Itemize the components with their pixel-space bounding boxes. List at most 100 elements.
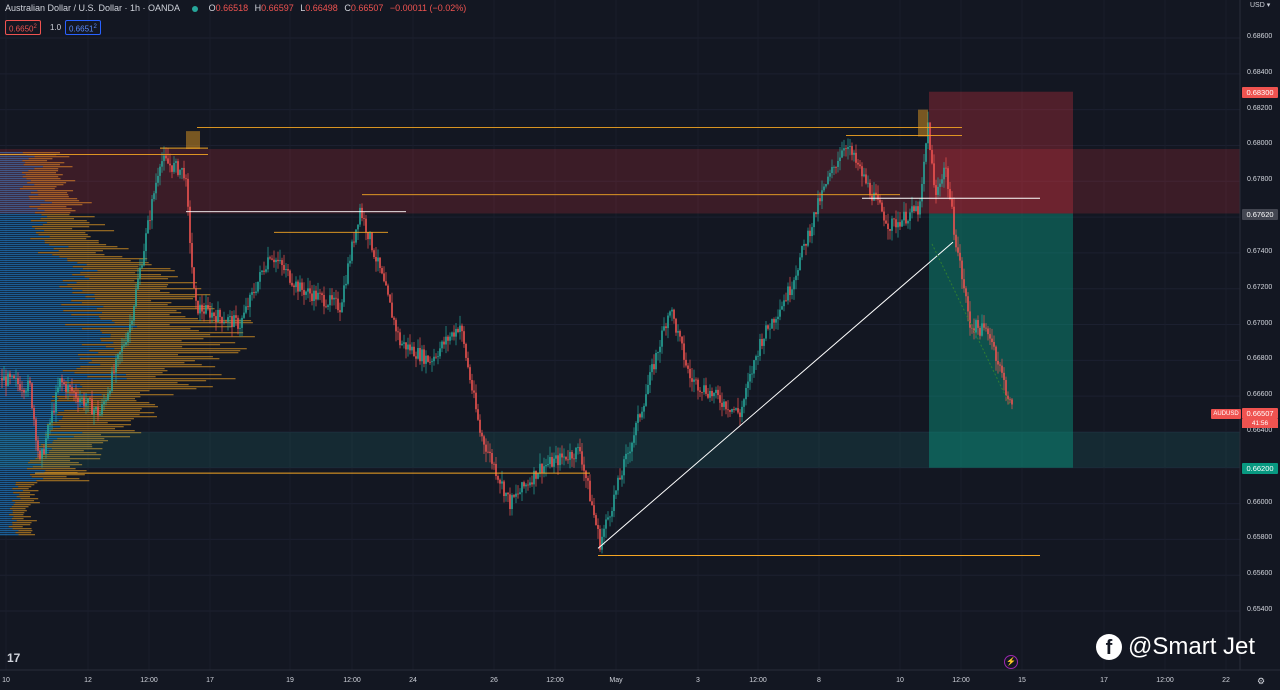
volume-profile-bar bbox=[80, 384, 189, 386]
volume-profile-bar bbox=[0, 394, 102, 396]
candle-body bbox=[281, 260, 283, 266]
volume-profile-bar bbox=[86, 264, 152, 266]
candle-body bbox=[239, 327, 241, 329]
candle-body bbox=[339, 310, 341, 313]
tradingview-logo-icon[interactable]: 17 bbox=[7, 651, 21, 665]
candle-body bbox=[927, 122, 929, 144]
bar-countdown: 41:56 bbox=[1242, 419, 1278, 428]
volume-profile-bar bbox=[0, 332, 102, 334]
candle-body bbox=[981, 323, 983, 336]
volume-profile-bar bbox=[0, 308, 97, 310]
candle-body bbox=[595, 515, 597, 525]
volume-profile-bar bbox=[0, 316, 99, 318]
price-tick-label: 0.68400 bbox=[1247, 68, 1273, 76]
settings-gear-icon[interactable]: ⚙ bbox=[1257, 676, 1266, 686]
candle-body bbox=[221, 317, 223, 323]
volume-profile-bar bbox=[19, 188, 55, 190]
volume-profile-bar bbox=[125, 374, 222, 376]
candle-body bbox=[957, 247, 959, 253]
candle-body bbox=[747, 381, 749, 388]
volume-profile-bar bbox=[82, 432, 142, 434]
candle-body bbox=[23, 390, 25, 393]
buy-button[interactable]: 0.66512 bbox=[65, 20, 101, 35]
candle-body bbox=[257, 281, 259, 292]
volume-profile-bar bbox=[0, 420, 59, 422]
volume-profile-bar bbox=[0, 500, 13, 502]
candle-body bbox=[803, 243, 805, 246]
volume-profile-bar bbox=[0, 366, 81, 368]
candle-body bbox=[133, 306, 135, 321]
volume-profile-bar bbox=[0, 398, 59, 400]
volume-profile-bar bbox=[0, 424, 47, 426]
candle-body bbox=[745, 387, 747, 400]
candle-body bbox=[1005, 380, 1007, 396]
candle-body bbox=[275, 259, 277, 263]
candle-body bbox=[603, 528, 605, 537]
candle-body bbox=[655, 352, 657, 370]
candle-body bbox=[561, 453, 563, 458]
volume-profile-bar bbox=[0, 246, 69, 248]
volume-profile-bar bbox=[44, 200, 80, 202]
volume-profile-bar bbox=[0, 472, 45, 474]
candle-body bbox=[415, 356, 417, 359]
volume-profile-bar bbox=[0, 286, 60, 288]
volume-profile-bar bbox=[89, 350, 241, 352]
symbol-title[interactable]: Australian Dollar / U.S. Dollar · 1h · O… bbox=[5, 3, 180, 13]
volume-profile-bar bbox=[62, 416, 157, 418]
candle-body bbox=[433, 356, 435, 362]
candle-body bbox=[109, 390, 111, 394]
candle-body bbox=[265, 269, 267, 272]
candle-body bbox=[577, 447, 579, 448]
volume-profile-bar bbox=[0, 354, 78, 356]
candle-body bbox=[409, 344, 411, 351]
candle-body bbox=[125, 342, 127, 345]
candle-body bbox=[953, 206, 955, 235]
candle-body bbox=[769, 328, 771, 330]
volume-profile-bar bbox=[0, 242, 45, 244]
candle-body bbox=[819, 198, 821, 202]
candle-body bbox=[457, 328, 459, 333]
volume-profile-bar bbox=[0, 152, 23, 154]
volume-profile-bar bbox=[97, 270, 175, 272]
candle-body bbox=[551, 457, 553, 467]
candle-body bbox=[57, 387, 59, 393]
volume-profile-bar bbox=[28, 196, 69, 198]
candle-body bbox=[261, 270, 263, 273]
candle-body bbox=[11, 375, 13, 378]
volume-profile-bar bbox=[0, 326, 138, 328]
candle-body bbox=[705, 385, 707, 394]
sell-button[interactable]: 0.66502 bbox=[5, 20, 41, 35]
candle-body bbox=[997, 360, 999, 365]
candle-body bbox=[989, 334, 991, 339]
volume-profile-bar bbox=[100, 330, 199, 332]
volume-profile-bar bbox=[0, 296, 86, 298]
candle-body bbox=[325, 306, 327, 308]
volume-profile-bar bbox=[0, 240, 45, 242]
candle-body bbox=[429, 361, 431, 363]
candle-body bbox=[471, 379, 473, 391]
volume-profile-bar bbox=[0, 388, 70, 390]
candle-body bbox=[369, 232, 371, 240]
target-price-label: 0.66200 bbox=[1242, 463, 1278, 474]
volume-profile-bar bbox=[0, 522, 13, 524]
volume-profile-bar bbox=[114, 348, 247, 350]
volume-profile-bar bbox=[0, 330, 101, 332]
candle-body bbox=[321, 293, 323, 296]
candle-body bbox=[667, 315, 669, 329]
candle-body bbox=[31, 383, 33, 408]
currency-selector[interactable]: USD ▾ bbox=[1250, 1, 1270, 9]
volume-profile-bar bbox=[41, 214, 70, 216]
candle-body bbox=[121, 345, 123, 352]
candle-body bbox=[129, 324, 131, 333]
lightning-icon[interactable]: ⚡ bbox=[1004, 655, 1018, 669]
candle-body bbox=[679, 331, 681, 337]
candle-body bbox=[191, 242, 193, 268]
candle-body bbox=[661, 330, 663, 347]
candle-body bbox=[943, 167, 945, 180]
candle-body bbox=[313, 290, 315, 301]
candle-body bbox=[25, 391, 27, 393]
candle-body bbox=[33, 407, 35, 420]
price-tick-label: 0.66600 bbox=[1247, 391, 1273, 399]
